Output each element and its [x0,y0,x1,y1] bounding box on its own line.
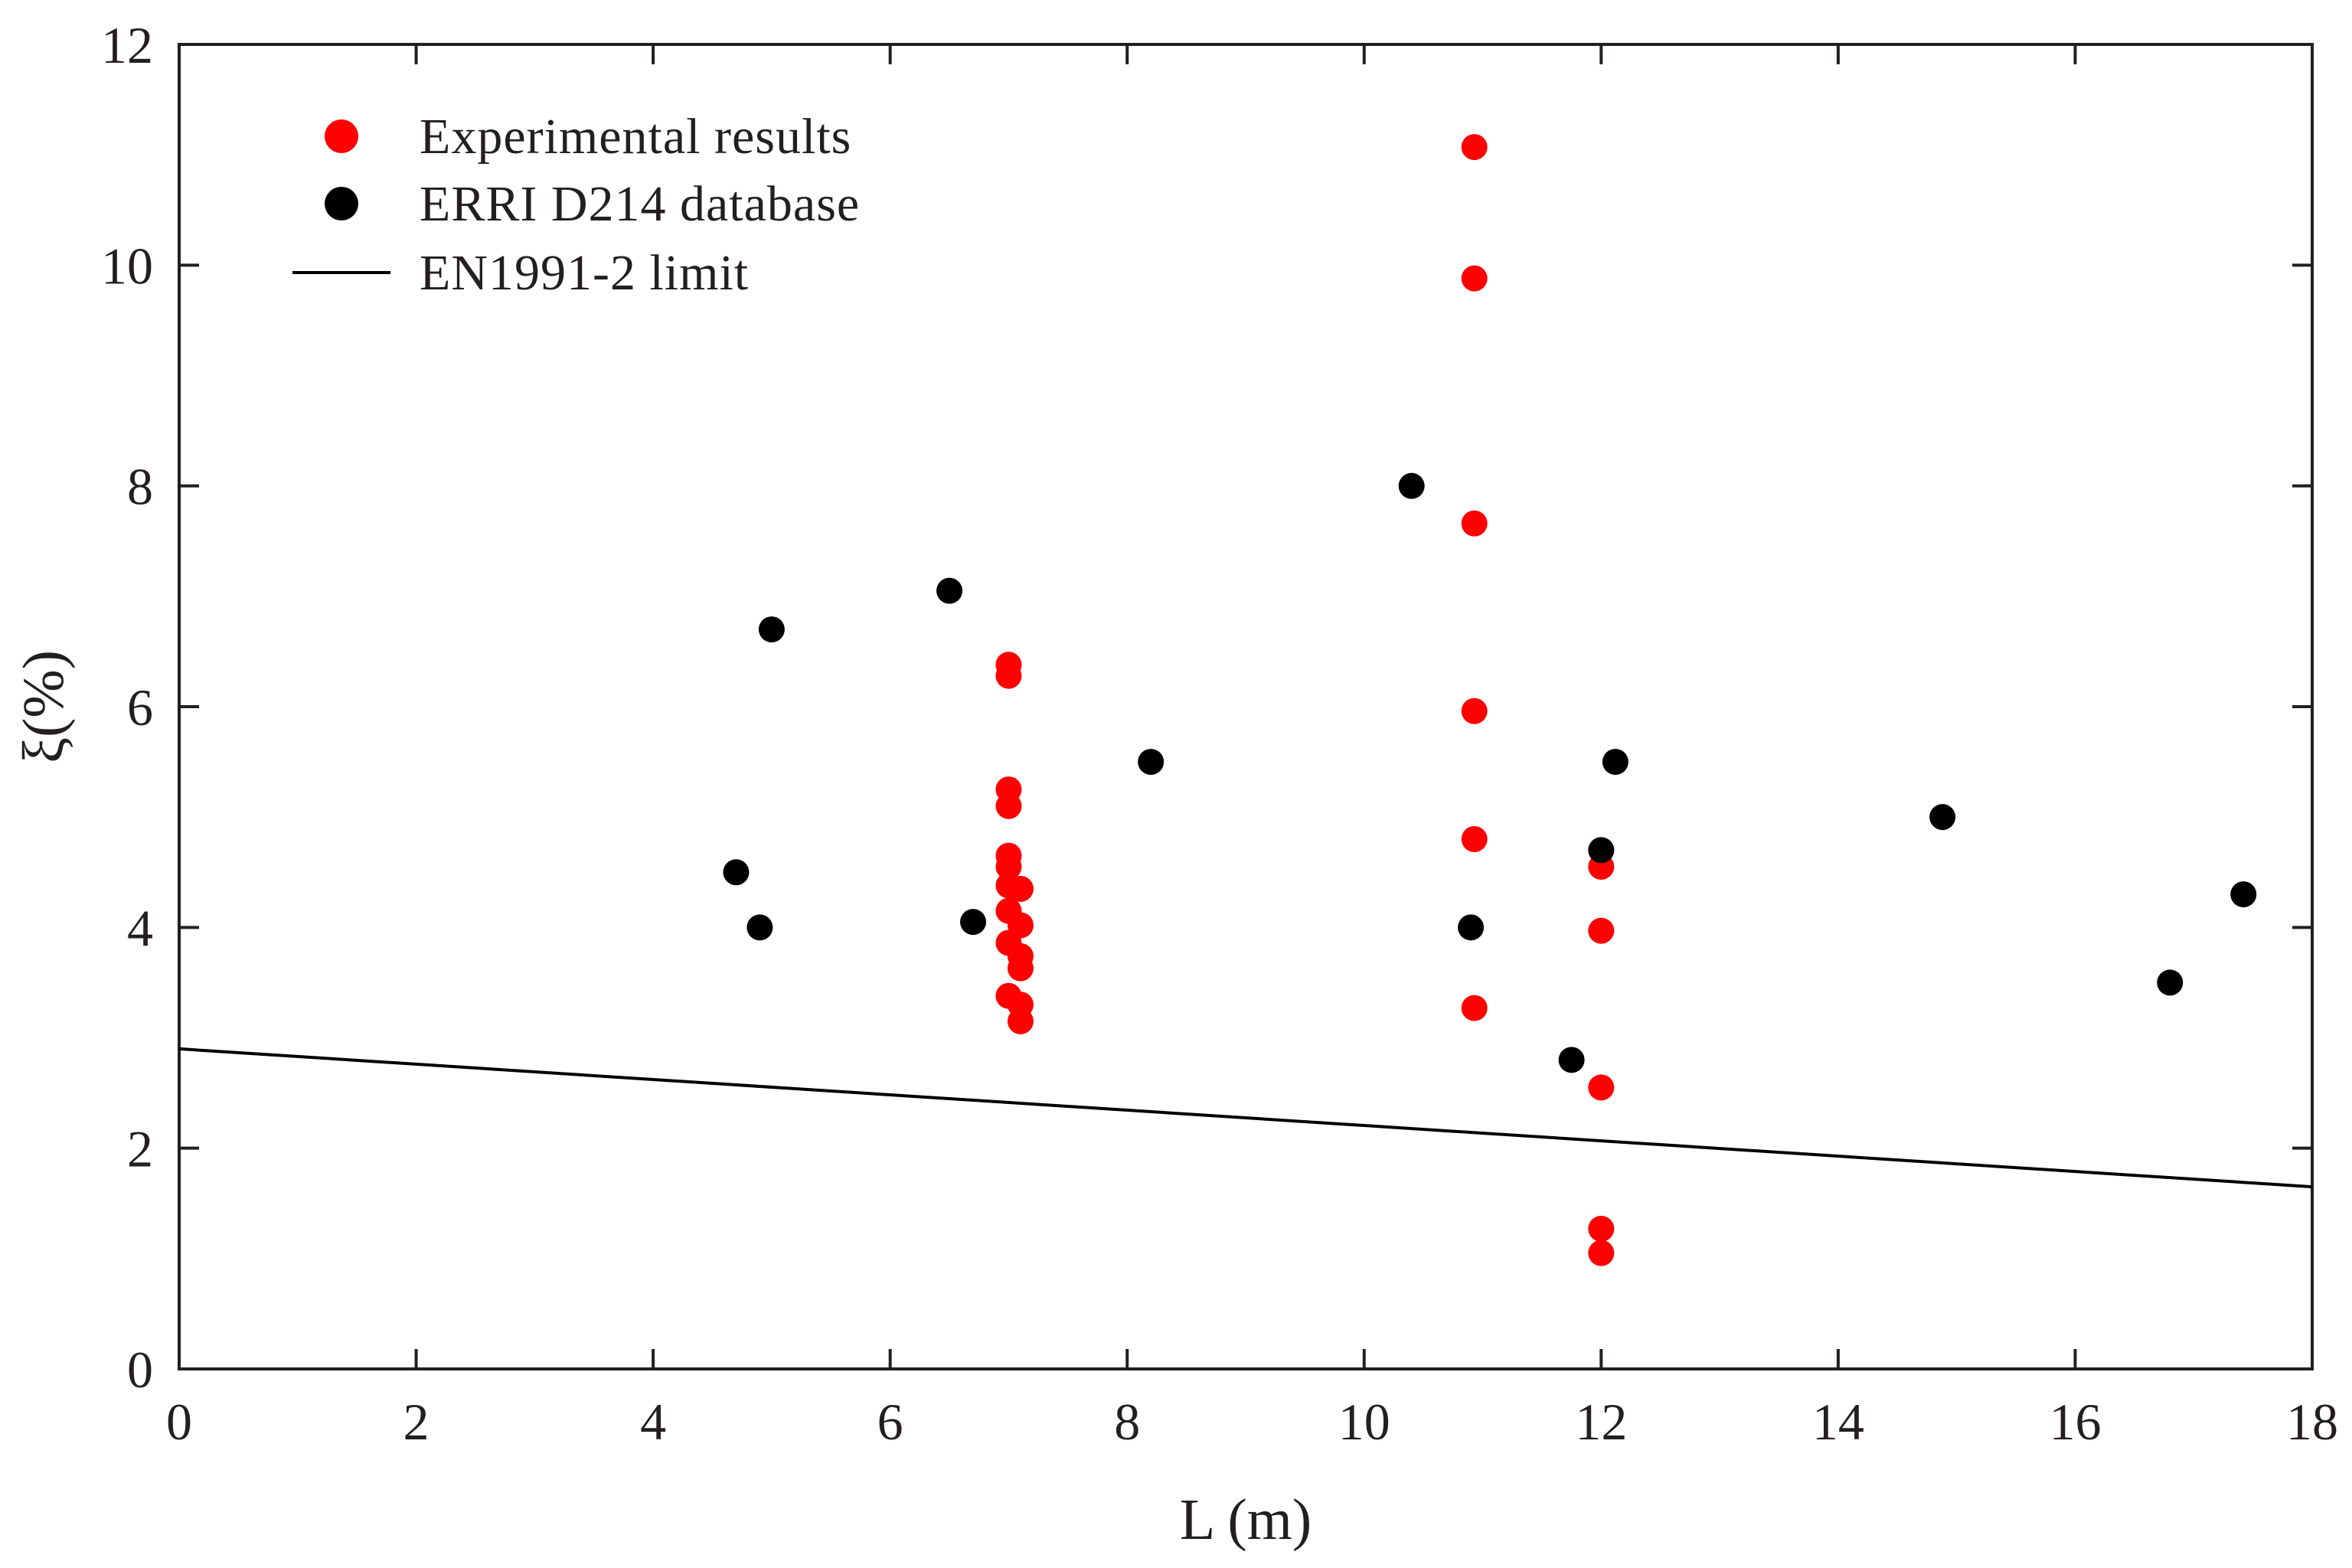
erri-point [2230,881,2257,908]
y-tick-label: 4 [127,899,153,957]
experimental-point [1588,1215,1615,1242]
line-layer [178,1047,2313,1189]
legend-label-erri: ERRI D214 database [420,176,860,232]
legend-marker-experimental [325,119,358,153]
y-tick-label: 10 [101,237,153,295]
erri-point [936,577,963,604]
experimental-point [1461,265,1488,292]
erri-point [746,914,773,941]
x-tick-label: 2 [403,1393,430,1451]
x-tick-label: 12 [1575,1393,1627,1451]
x-tick-label: 14 [1812,1393,1864,1451]
erri-point [758,616,785,643]
legend-label-limit: EN1991-2 limit [420,245,749,301]
y-tick-label: 6 [127,678,153,737]
erri-point [723,859,750,886]
y-tick-label: 8 [127,458,153,516]
y-tick-label: 0 [127,1341,153,1399]
legend-label-experimental: Experimental results [420,109,851,165]
erri-point [1138,749,1165,776]
x-axis-label: L (m) [1180,1488,1312,1552]
x-tick-label: 8 [1114,1393,1140,1451]
erri-point [1558,1047,1585,1073]
erri-point [960,909,987,936]
x-tick-label: 18 [2286,1393,2338,1451]
experimental-point [1461,510,1488,537]
x-tick-label: 4 [640,1393,666,1451]
point-layer [723,134,2257,1266]
x-tick-label: 0 [166,1393,192,1451]
experimental-point [995,792,1022,819]
tick-layer: 0 2 4 6 8 10 12 14 16 18 0 2 4 6 8 10 12 [101,16,2338,1451]
y-axis-label: ξ(%) [11,650,76,763]
experimental-point [1461,826,1488,852]
y-tick-label: 2 [127,1120,153,1178]
plot-frame [178,43,2314,1370]
experimental-point [1588,1240,1615,1266]
y-tick-label: 12 [101,16,153,74]
experimental-point [1007,875,1034,902]
experimental-point [1588,917,1615,944]
experimental-point [1588,1074,1615,1101]
experimental-point [1007,955,1034,982]
legend: Experimental results ERRI D214 database … [292,109,860,301]
erri-point [2157,969,2184,996]
experimental-point [1007,1008,1034,1034]
x-tick-label: 6 [877,1393,903,1451]
experimental-point [1461,134,1488,161]
x-tick-label: 10 [1338,1393,1390,1451]
x-tick-label: 16 [2049,1393,2101,1451]
en1991-limit-line [178,1047,2313,1189]
erri-point [1398,472,1425,499]
legend-marker-erri [325,187,358,220]
experimental-point [995,662,1022,689]
erri-point [1458,914,1485,941]
experimental-point [1461,995,1488,1021]
experimental-point [995,854,1022,880]
erri-point [1588,837,1615,864]
erri-point [1602,749,1628,776]
experimental-point [1461,697,1488,724]
erri-point [1929,804,1956,831]
